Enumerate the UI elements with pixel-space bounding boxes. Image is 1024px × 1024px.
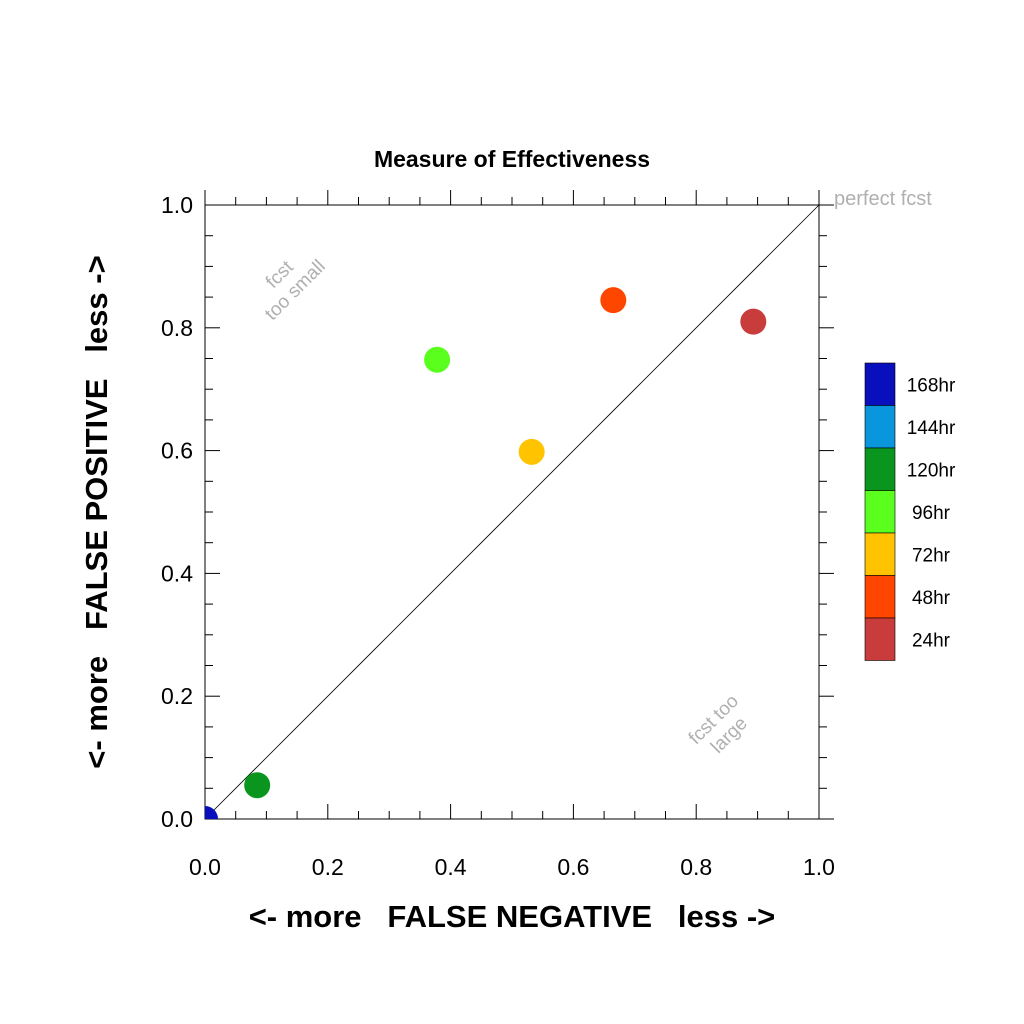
x-tick-label: 0.0 — [189, 854, 221, 880]
legend-label-24hr: 24hr — [912, 630, 951, 651]
too-small-annotation: fcst too small — [261, 256, 330, 325]
point-120hr — [244, 772, 271, 799]
legend-swatch-48hr — [864, 575, 896, 619]
legend-label-48hr: 48hr — [912, 588, 951, 609]
x-tick-label: 0.2 — [312, 854, 344, 880]
legend-label-144hr: 144hr — [907, 418, 956, 439]
legend-label-168hr: 168hr — [907, 375, 956, 396]
x-tick-label: 0.6 — [557, 854, 589, 880]
chart-title: Measure of Effectiveness — [374, 146, 650, 172]
y-tick-label: 1.0 — [161, 192, 193, 218]
x-tick-label: 0.4 — [435, 854, 467, 880]
y-tick-label: 0.4 — [161, 560, 193, 586]
too-small-line-2: too small — [261, 256, 330, 325]
legend-swatch-24hr — [864, 617, 896, 661]
point-24hr — [740, 308, 767, 335]
plot-frame — [204, 204, 820, 820]
point-48hr — [600, 287, 627, 314]
x-tick-label: 0.8 — [680, 854, 712, 880]
legend-swatch-72hr — [864, 532, 896, 576]
x-tick-label: 1.0 — [803, 854, 835, 880]
axis-ticks — [204, 190, 834, 820]
point-72hr — [518, 438, 545, 465]
y-tick-label: 0.8 — [161, 315, 193, 341]
x-tick-labels: 0.0 0.2 0.4 0.6 0.8 1.0 — [189, 854, 835, 880]
legend-swatch-120hr — [864, 447, 896, 491]
x-axis-label: <- more FALSE NEGATIVE less -> — [249, 899, 776, 934]
y-tick-labels: 0.0 0.2 0.4 0.6 0.8 1.0 — [161, 192, 193, 832]
legend-swatch-96hr — [864, 490, 896, 534]
perfect-forecast-annotation: perfect fcst — [834, 188, 932, 210]
y-axis-label: <- more FALSE POSITIVE less -> — [79, 255, 114, 768]
legend-label-120hr: 120hr — [907, 460, 956, 481]
legend-label-96hr: 96hr — [912, 503, 951, 524]
legend: 168hr 144hr 120hr 96hr 72hr 48hr 24hr — [864, 362, 956, 661]
legend-swatch-168hr — [864, 362, 896, 406]
point-168hr — [205, 806, 218, 819]
y-tick-label: 0.0 — [161, 806, 193, 832]
data-points — [205, 287, 767, 819]
legend-label-72hr: 72hr — [912, 545, 951, 566]
y-tick-label: 0.6 — [161, 438, 193, 464]
perfect-forecast-line — [204, 204, 820, 820]
point-96hr — [424, 346, 451, 373]
y-tick-label: 0.2 — [161, 683, 193, 709]
legend-swatch-144hr — [864, 405, 896, 449]
too-large-annotation: fcst too large — [685, 691, 752, 758]
